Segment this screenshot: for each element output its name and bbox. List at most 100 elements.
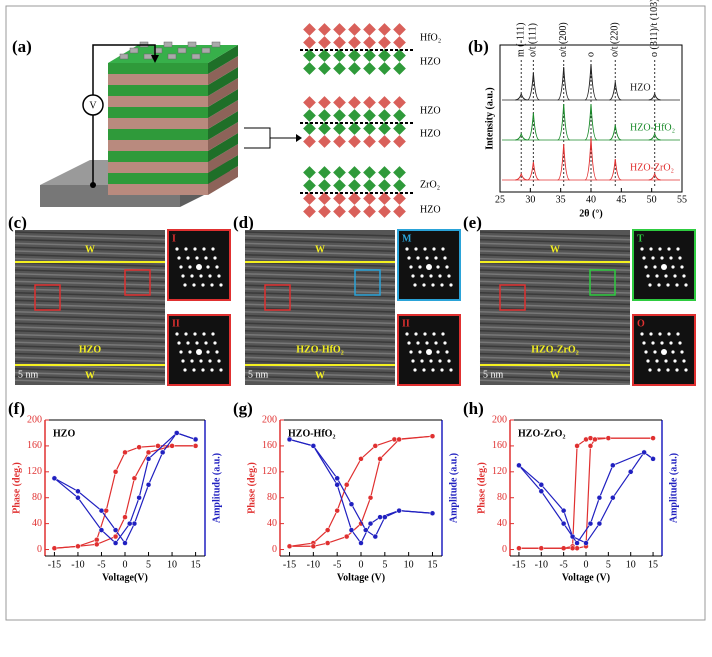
phase-point <box>324 527 331 533</box>
lattice-cell <box>378 23 391 36</box>
y-tick-label: 120 <box>492 466 507 477</box>
amplitude-point <box>377 514 383 520</box>
lattice <box>300 23 415 218</box>
layer <box>108 129 208 140</box>
phase-point <box>587 443 594 449</box>
xrd-peak <box>557 143 570 181</box>
phase-line <box>518 437 654 549</box>
bracket-arrow <box>244 127 302 149</box>
amplitude-line <box>289 438 433 545</box>
amplitude-point <box>136 494 142 501</box>
fft-spot <box>680 350 684 354</box>
fft-spot <box>199 274 203 278</box>
electrode-label: W <box>85 370 95 381</box>
phase-point <box>112 533 119 540</box>
fft-label: M <box>402 233 412 244</box>
lattice-fringe <box>244 299 396 306</box>
fft-spot <box>177 341 181 345</box>
lattice-fringe <box>244 303 396 309</box>
x-tick-label: 25 <box>495 194 505 205</box>
lattice-fringe <box>244 356 396 363</box>
y-tick-label: 80 <box>32 492 42 503</box>
lattice-cell <box>303 109 316 122</box>
lattice-fringe <box>14 242 166 249</box>
lattice-fringe <box>244 295 396 302</box>
phase-point <box>286 543 293 550</box>
amplitude-point <box>348 527 355 533</box>
xrd-peak <box>515 172 528 181</box>
lattice-cell <box>393 36 406 49</box>
xrd-peak <box>584 103 598 141</box>
lattice-fringe <box>14 299 166 306</box>
amplitude-line <box>289 438 433 538</box>
x-axis-label: 2θ (°) <box>579 208 602 219</box>
lattice-fringe <box>244 307 396 313</box>
x-tick-label: -15 <box>48 559 61 570</box>
fft-spot <box>440 368 444 372</box>
fft-spot <box>661 349 667 355</box>
fft-spot <box>217 274 221 278</box>
lattice-fringe <box>14 276 166 283</box>
fft-spot <box>676 247 680 251</box>
chart-title: HZO-ZrO₂ <box>518 428 565 439</box>
phase-point <box>310 543 317 550</box>
lattice-fringe <box>244 352 396 359</box>
scale-label: 5 nm <box>18 369 39 380</box>
phase-point <box>145 449 152 456</box>
peak-label: m (-111) <box>516 22 527 57</box>
amplitude-line <box>54 432 196 544</box>
amplitude-point <box>310 443 317 449</box>
amplitude-point <box>126 520 133 527</box>
fft-spot <box>669 256 673 260</box>
y-tick-label: 160 <box>262 440 277 451</box>
phase-point <box>122 514 128 520</box>
amplitude-point <box>145 456 152 462</box>
amplitude-point <box>174 430 180 436</box>
fft-label: O <box>637 318 645 329</box>
amplitude-point <box>596 494 603 501</box>
lattice-cell <box>303 135 316 148</box>
layer-label: HfO₂ <box>420 32 441 43</box>
lattice-fringe <box>244 238 396 245</box>
electrode <box>167 53 177 60</box>
lattice-cell <box>348 205 361 218</box>
fft-spot <box>432 332 436 336</box>
lattice-fringe <box>14 311 166 317</box>
series-label: HZO-ZrO₂ <box>630 162 674 173</box>
fft-spot <box>423 247 427 251</box>
fft-spot <box>682 359 686 363</box>
lattice-cell <box>303 62 316 75</box>
lattice-cell <box>378 36 391 49</box>
xrd-peak <box>527 161 540 181</box>
fft-spot <box>434 341 438 345</box>
layer <box>108 162 208 173</box>
panel-label: (d) <box>233 213 254 232</box>
layer-side <box>208 144 238 173</box>
x-tick-label: 10 <box>404 559 414 570</box>
layer-side <box>208 45 238 74</box>
layer-label: HZO <box>420 204 441 215</box>
lattice-cell <box>333 166 346 179</box>
fft-spot <box>413 368 417 372</box>
layer <box>108 96 208 107</box>
fft-spot <box>646 359 650 363</box>
y-tick-label: 0 <box>272 544 277 555</box>
fft-spot <box>202 332 206 336</box>
lattice-fringe <box>479 295 631 302</box>
lattice-cell <box>348 122 361 135</box>
amplitude-point <box>75 494 81 501</box>
lattice-fringe <box>14 250 166 256</box>
roi <box>354 269 381 296</box>
x-tick-label: -15 <box>512 559 525 570</box>
lattice-cell <box>393 96 406 109</box>
fft-spot <box>673 274 677 278</box>
y2-axis-label: Amplitude (a.u.) <box>448 453 459 523</box>
lattice-cell <box>378 122 391 135</box>
fft-spot <box>192 283 196 287</box>
y-tick-label: 40 <box>497 518 507 529</box>
lattice-fringe <box>479 238 631 245</box>
amplitude-point <box>429 510 436 517</box>
x-tick-label: -5 <box>333 559 341 570</box>
lattice-fringe <box>479 337 631 344</box>
amplitude-point <box>516 462 522 469</box>
